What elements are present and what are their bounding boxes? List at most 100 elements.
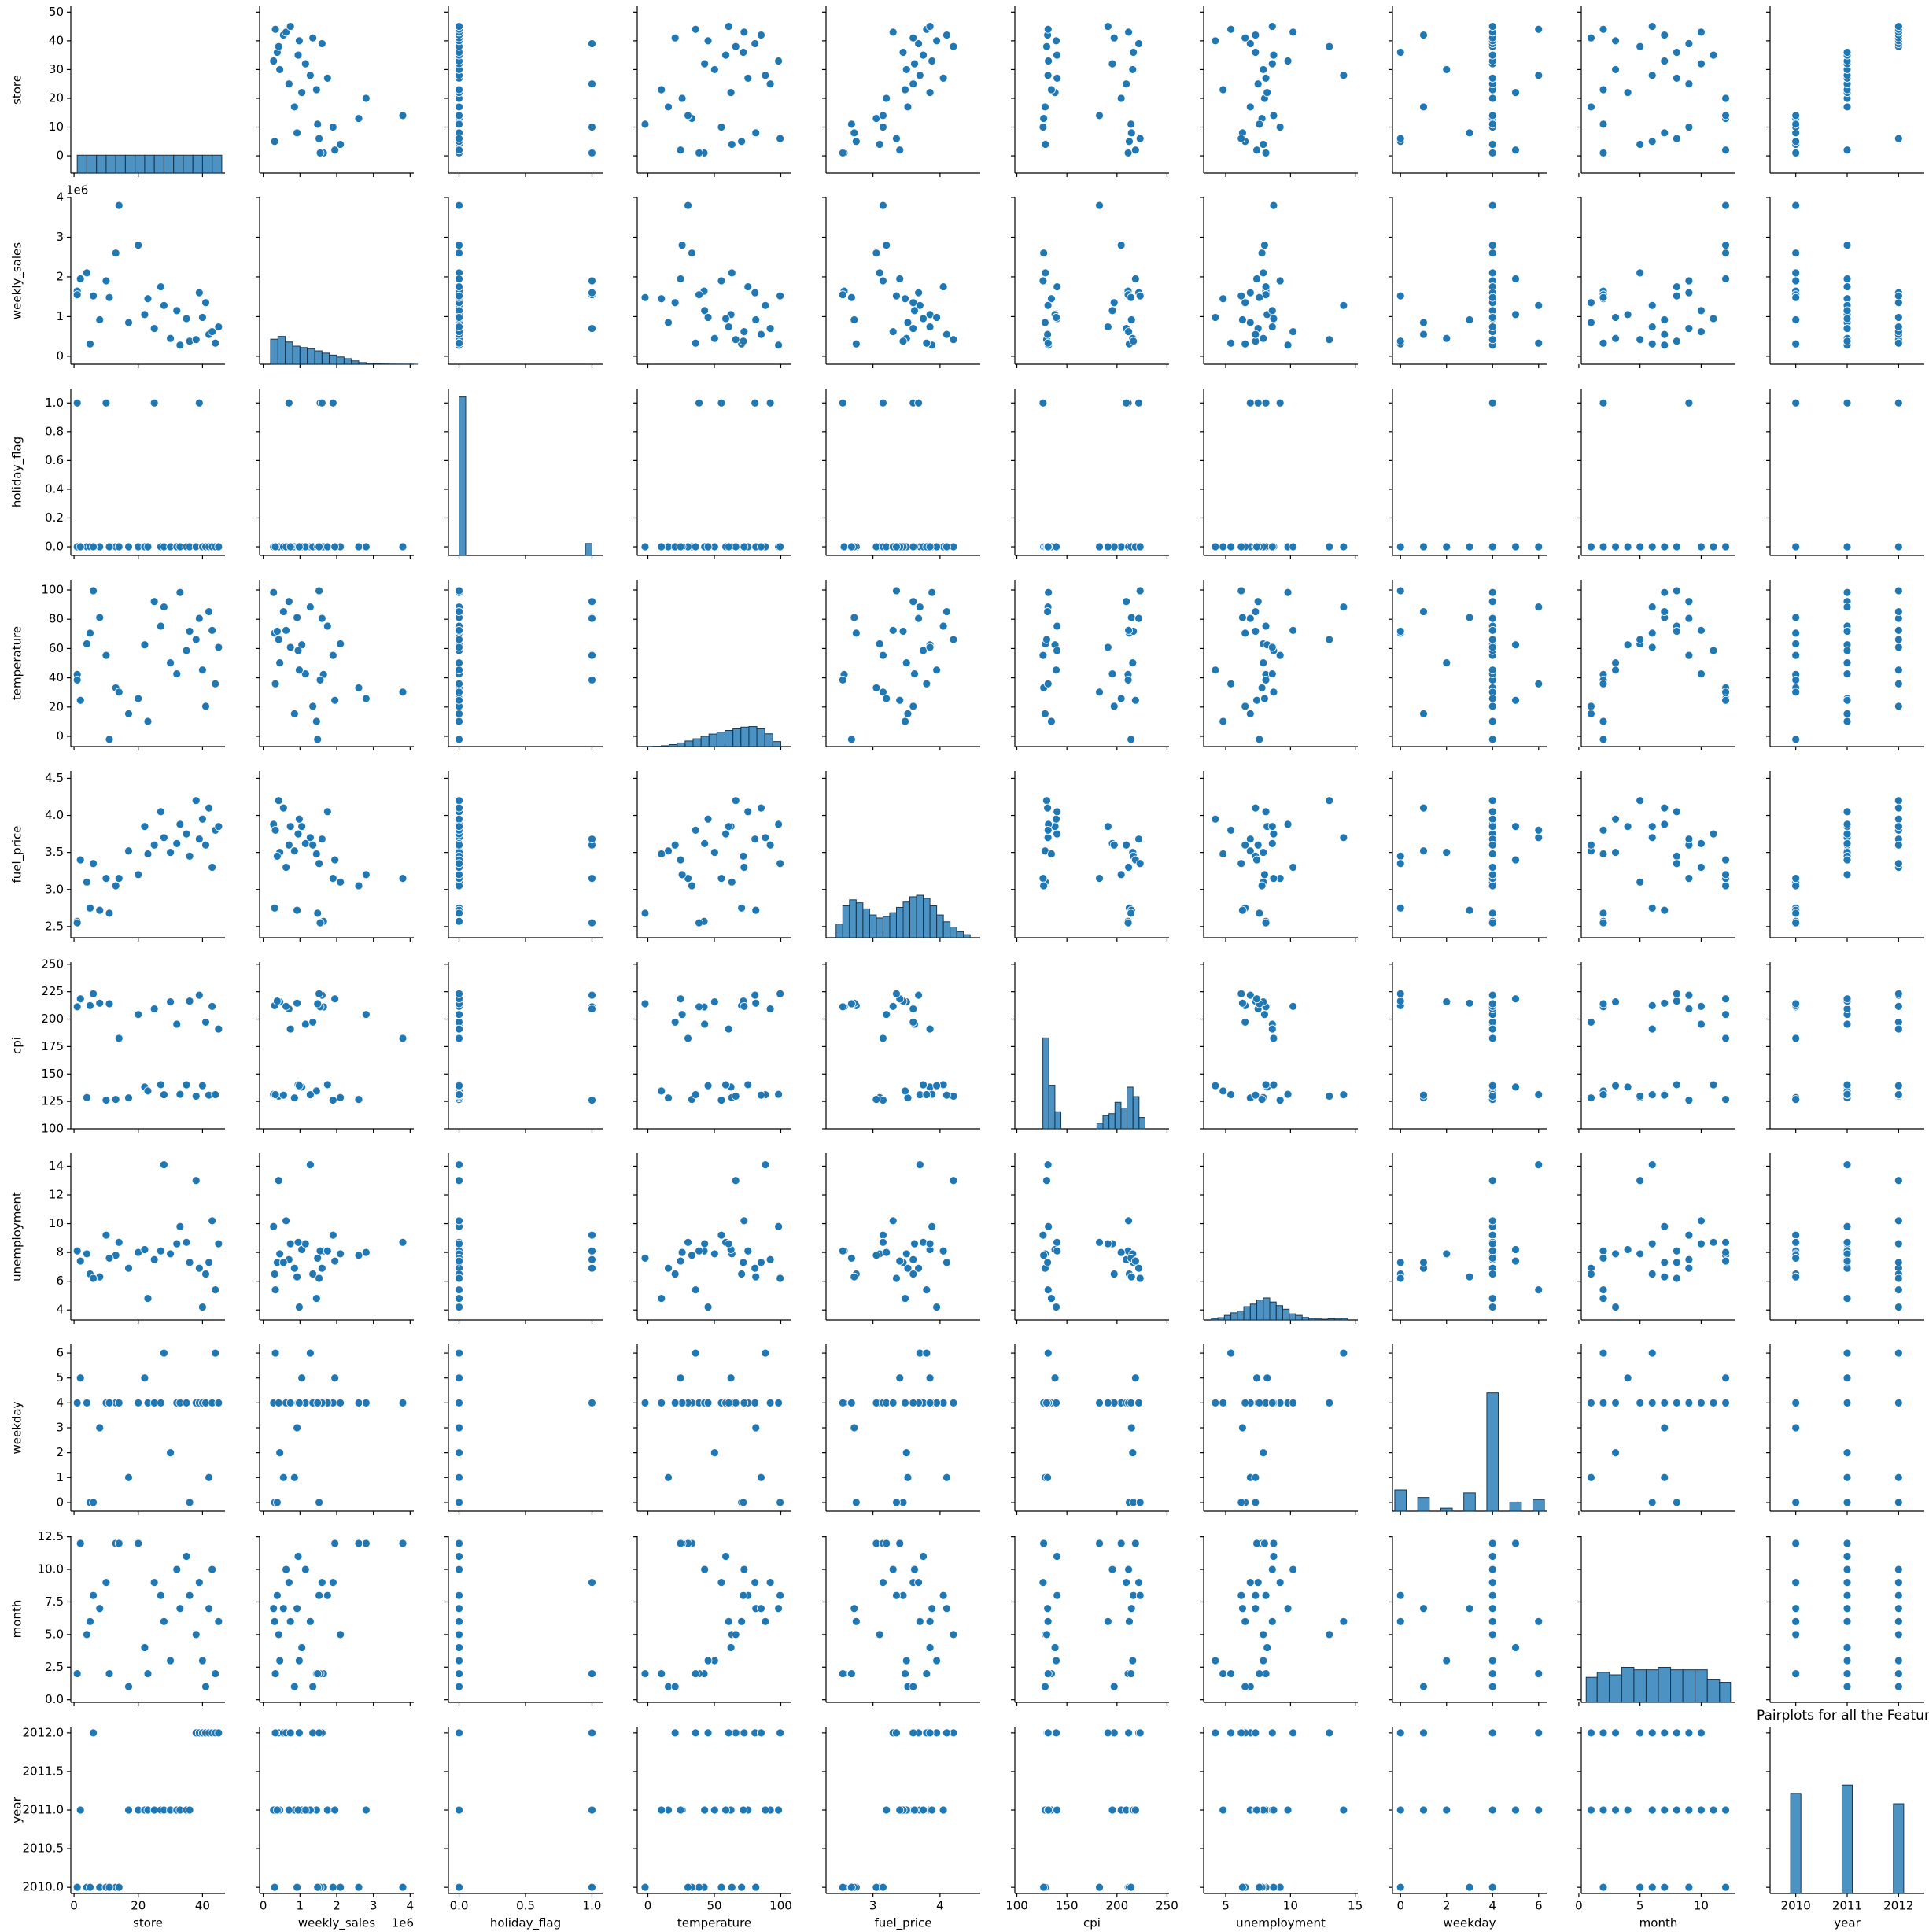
hist-bar — [876, 917, 883, 938]
scatter-point — [1261, 1080, 1271, 1090]
scatter-point — [1339, 1090, 1348, 1100]
scatter-point — [1623, 640, 1632, 650]
scatter-point — [1253, 1578, 1263, 1587]
scatter-point — [293, 829, 303, 839]
scatter-point — [1599, 1090, 1608, 1099]
scatter-point — [724, 822, 733, 831]
scatter-point — [1135, 1591, 1145, 1600]
scatter-point — [140, 1643, 149, 1652]
scatter-point — [1226, 1348, 1235, 1358]
scatter-point — [1251, 1498, 1260, 1507]
scatter-point — [1129, 337, 1138, 346]
scatter-point — [286, 643, 295, 652]
scatter-point — [914, 1578, 923, 1587]
scatter-point — [1842, 1656, 1852, 1665]
scatter-point — [1275, 651, 1285, 660]
scatter-point — [105, 999, 114, 1008]
scatter-point — [1052, 1656, 1060, 1665]
scatter-point — [1511, 275, 1520, 283]
scatter-point — [1261, 73, 1271, 83]
scatter-point — [939, 1591, 948, 1600]
scatter-point — [114, 1034, 124, 1043]
y-tick-label: 10 — [49, 1216, 64, 1230]
scatter-point — [1251, 1591, 1260, 1600]
scatter-point — [739, 1498, 748, 1507]
scatter-point — [1251, 1728, 1260, 1738]
scatter-point — [1488, 1254, 1497, 1263]
scatter-point — [1697, 59, 1706, 68]
scatter-point — [670, 1270, 680, 1278]
scatter-point — [271, 1728, 280, 1738]
y-tick-label: 3.0 — [45, 882, 64, 896]
panel — [444, 6, 603, 177]
scatter-point — [1791, 1237, 1801, 1247]
scatter-point — [1647, 137, 1657, 146]
scatter-point — [1289, 327, 1298, 337]
scatter-point — [211, 679, 220, 688]
scatter-point — [455, 1630, 463, 1639]
scatter-point — [1511, 542, 1520, 551]
scatter-point — [1647, 1728, 1657, 1738]
scatter-point — [909, 1270, 918, 1278]
scatter-point — [1684, 835, 1694, 844]
scatter-point — [1253, 840, 1263, 850]
scatter-point — [1130, 146, 1140, 155]
scatter-point — [1043, 825, 1053, 835]
scatter-point — [838, 675, 847, 684]
scatter-point — [175, 820, 185, 829]
scatter-point — [657, 1398, 666, 1407]
scatter-point — [1134, 39, 1143, 48]
scatter-point — [211, 1669, 220, 1678]
scatter-point — [1396, 989, 1405, 998]
scatter-point — [1791, 268, 1801, 278]
scatter-point — [875, 1630, 884, 1639]
scatter-point — [455, 1160, 463, 1170]
scatter-point — [1245, 614, 1255, 623]
scatter-point — [1267, 1617, 1277, 1626]
scatter-point — [1684, 1263, 1694, 1273]
scatter-point — [1636, 335, 1645, 345]
scatter-point — [1041, 140, 1050, 149]
scatter-point — [879, 123, 887, 131]
scatter-point — [185, 1258, 194, 1267]
y-tick-label: 0 — [56, 348, 64, 363]
scatter-point — [214, 643, 223, 652]
scatter-point — [717, 1578, 726, 1587]
panel — [256, 1153, 414, 1324]
x-tick-label: 0 — [644, 1899, 652, 1913]
scatter-point — [1842, 1237, 1852, 1247]
scatter-point — [1109, 840, 1119, 850]
scatter-point — [1257, 881, 1267, 890]
scatter-point — [1269, 111, 1278, 120]
scatter-point — [1039, 1251, 1049, 1260]
scatter-point — [1261, 398, 1271, 407]
scatter-point — [677, 870, 687, 879]
scatter-point — [1241, 298, 1250, 308]
scatter-point — [1488, 1230, 1497, 1240]
scatter-point — [194, 1578, 204, 1587]
scatter-point — [1245, 1578, 1255, 1587]
scatter-point — [740, 1565, 749, 1574]
scatter-point — [1684, 123, 1694, 131]
scatter-point — [1261, 282, 1271, 291]
hist-bar — [1211, 1318, 1219, 1321]
scatter-point — [1044, 57, 1053, 65]
scatter-point — [1894, 1176, 1903, 1185]
scatter-point — [1052, 36, 1060, 46]
scatter-point — [1127, 735, 1136, 744]
scatter-point — [1039, 1882, 1049, 1892]
scatter-point — [286, 542, 295, 551]
scatter-point — [1339, 833, 1348, 842]
scatter-point — [72, 1669, 82, 1678]
scatter-point — [724, 1398, 733, 1407]
scatter-point — [1599, 1728, 1608, 1738]
scatter-point — [909, 79, 918, 89]
scatter-point — [455, 291, 463, 300]
scatter-point — [1894, 1473, 1903, 1482]
scatter-point — [1611, 1805, 1620, 1815]
scatter-point — [1053, 1237, 1061, 1247]
scatter-point — [317, 398, 326, 407]
hist-bar — [163, 154, 175, 174]
scatter-point — [1894, 1024, 1903, 1034]
x-axis-label: holiday_flag — [490, 1916, 561, 1931]
